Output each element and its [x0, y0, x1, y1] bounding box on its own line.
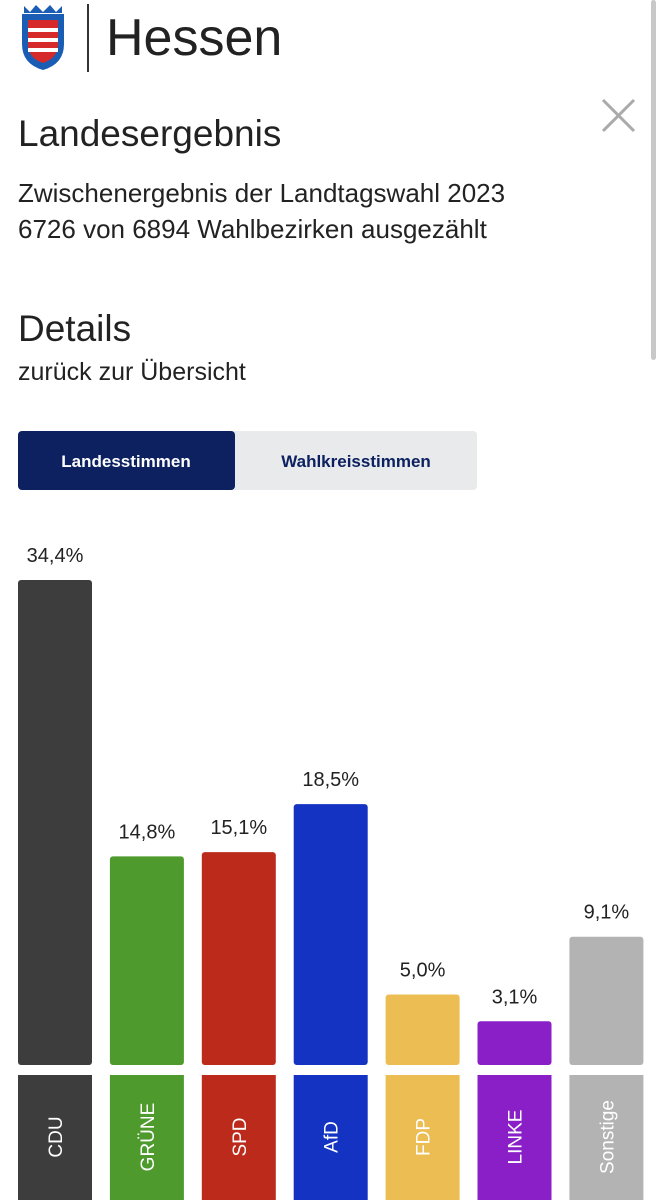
x-tick-label: SPD: [230, 1117, 251, 1156]
details-title: Details: [18, 308, 131, 349]
bar: [18, 580, 92, 1065]
tab[interactable]: Landesstimmen: [61, 452, 190, 471]
x-tick-label: GRÜNE: [138, 1103, 159, 1172]
value-label: 3,1%: [492, 986, 538, 1008]
category-box: [569, 1075, 644, 1200]
site-title: Hessen: [106, 9, 282, 67]
value-label: 5,0%: [400, 960, 446, 982]
x-tick-label: AfD: [322, 1121, 343, 1153]
value-label: 14,8%: [119, 821, 176, 843]
category-box: [109, 1075, 184, 1200]
category-box: [201, 1075, 276, 1200]
coat-of-arms: [22, 5, 64, 70]
value-label: 34,4%: [27, 545, 84, 567]
scrollbar: [651, 0, 656, 360]
category-box: [477, 1075, 552, 1200]
x-tick-label: Sonstige: [597, 1100, 618, 1174]
bar: [569, 936, 644, 1065]
subtitle: 6726 von 6894 Wahlbezirken ausgezählt: [18, 214, 488, 244]
x-tick-label: FDP: [414, 1118, 435, 1156]
close-button[interactable]: [601, 98, 636, 133]
x-tick-label: CDU: [46, 1116, 67, 1157]
bar: [109, 856, 184, 1065]
back-link[interactable]: zurück zur Übersicht: [18, 358, 246, 386]
subtitle: Zwischenergebnis der Landtagswahl 2023: [18, 178, 505, 208]
x-tick-label: LINKE: [506, 1110, 527, 1165]
value-label: 18,5%: [302, 769, 359, 791]
tab-active[interactable]: [18, 431, 235, 490]
bar: [201, 852, 276, 1065]
heading: Landesergebnis: [18, 113, 281, 154]
category-box: [18, 1075, 92, 1200]
bar: [293, 804, 368, 1065]
bar: [385, 994, 460, 1065]
bar: [477, 1021, 552, 1065]
value-label: 15,1%: [210, 817, 267, 839]
tab[interactable]: Wahlkreisstimmen: [281, 452, 431, 471]
value-label: 9,1%: [584, 902, 630, 924]
category-box: [293, 1075, 368, 1200]
category-box: [385, 1075, 460, 1200]
